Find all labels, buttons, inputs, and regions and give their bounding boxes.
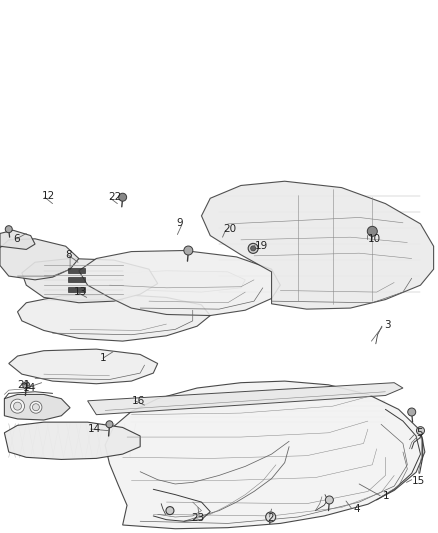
Polygon shape bbox=[9, 349, 158, 384]
Text: 1: 1 bbox=[100, 353, 106, 363]
Circle shape bbox=[166, 506, 174, 515]
Polygon shape bbox=[4, 394, 70, 420]
Text: 6: 6 bbox=[13, 234, 20, 244]
Polygon shape bbox=[4, 422, 140, 459]
Polygon shape bbox=[105, 381, 425, 529]
Polygon shape bbox=[68, 277, 85, 282]
Circle shape bbox=[367, 227, 377, 236]
Text: 16: 16 bbox=[131, 396, 145, 406]
Polygon shape bbox=[114, 271, 245, 292]
Polygon shape bbox=[88, 383, 403, 415]
Circle shape bbox=[30, 401, 42, 413]
Polygon shape bbox=[0, 230, 35, 249]
Text: 1: 1 bbox=[383, 491, 390, 500]
Circle shape bbox=[266, 512, 276, 522]
Text: 2: 2 bbox=[267, 513, 274, 523]
Text: 21: 21 bbox=[18, 380, 31, 390]
Circle shape bbox=[23, 382, 30, 389]
Text: 14: 14 bbox=[88, 424, 101, 434]
Text: 13: 13 bbox=[74, 287, 87, 297]
Polygon shape bbox=[22, 259, 158, 303]
Text: 23: 23 bbox=[191, 513, 205, 523]
Text: 20: 20 bbox=[223, 224, 237, 234]
Text: 14: 14 bbox=[23, 383, 36, 393]
Text: 8: 8 bbox=[65, 250, 71, 260]
Circle shape bbox=[408, 408, 416, 416]
Text: 19: 19 bbox=[255, 241, 268, 251]
Circle shape bbox=[119, 193, 127, 201]
Text: 10: 10 bbox=[368, 234, 381, 244]
Text: 15: 15 bbox=[412, 476, 425, 486]
Circle shape bbox=[417, 426, 424, 435]
Circle shape bbox=[251, 246, 256, 251]
Text: 3: 3 bbox=[385, 320, 391, 330]
Polygon shape bbox=[201, 181, 434, 309]
Circle shape bbox=[325, 496, 333, 504]
Circle shape bbox=[106, 421, 113, 428]
Text: 4: 4 bbox=[354, 504, 360, 514]
Text: 12: 12 bbox=[42, 191, 55, 201]
Polygon shape bbox=[68, 287, 85, 292]
Circle shape bbox=[248, 244, 258, 253]
Polygon shape bbox=[18, 294, 210, 341]
Circle shape bbox=[32, 403, 39, 411]
Text: 22: 22 bbox=[109, 192, 122, 202]
Polygon shape bbox=[68, 268, 85, 273]
Circle shape bbox=[14, 402, 21, 410]
Circle shape bbox=[184, 246, 193, 255]
Text: 5: 5 bbox=[416, 428, 423, 438]
Polygon shape bbox=[0, 239, 79, 280]
Circle shape bbox=[11, 399, 25, 413]
Circle shape bbox=[5, 225, 12, 233]
Polygon shape bbox=[79, 251, 280, 316]
Text: 9: 9 bbox=[176, 218, 183, 228]
